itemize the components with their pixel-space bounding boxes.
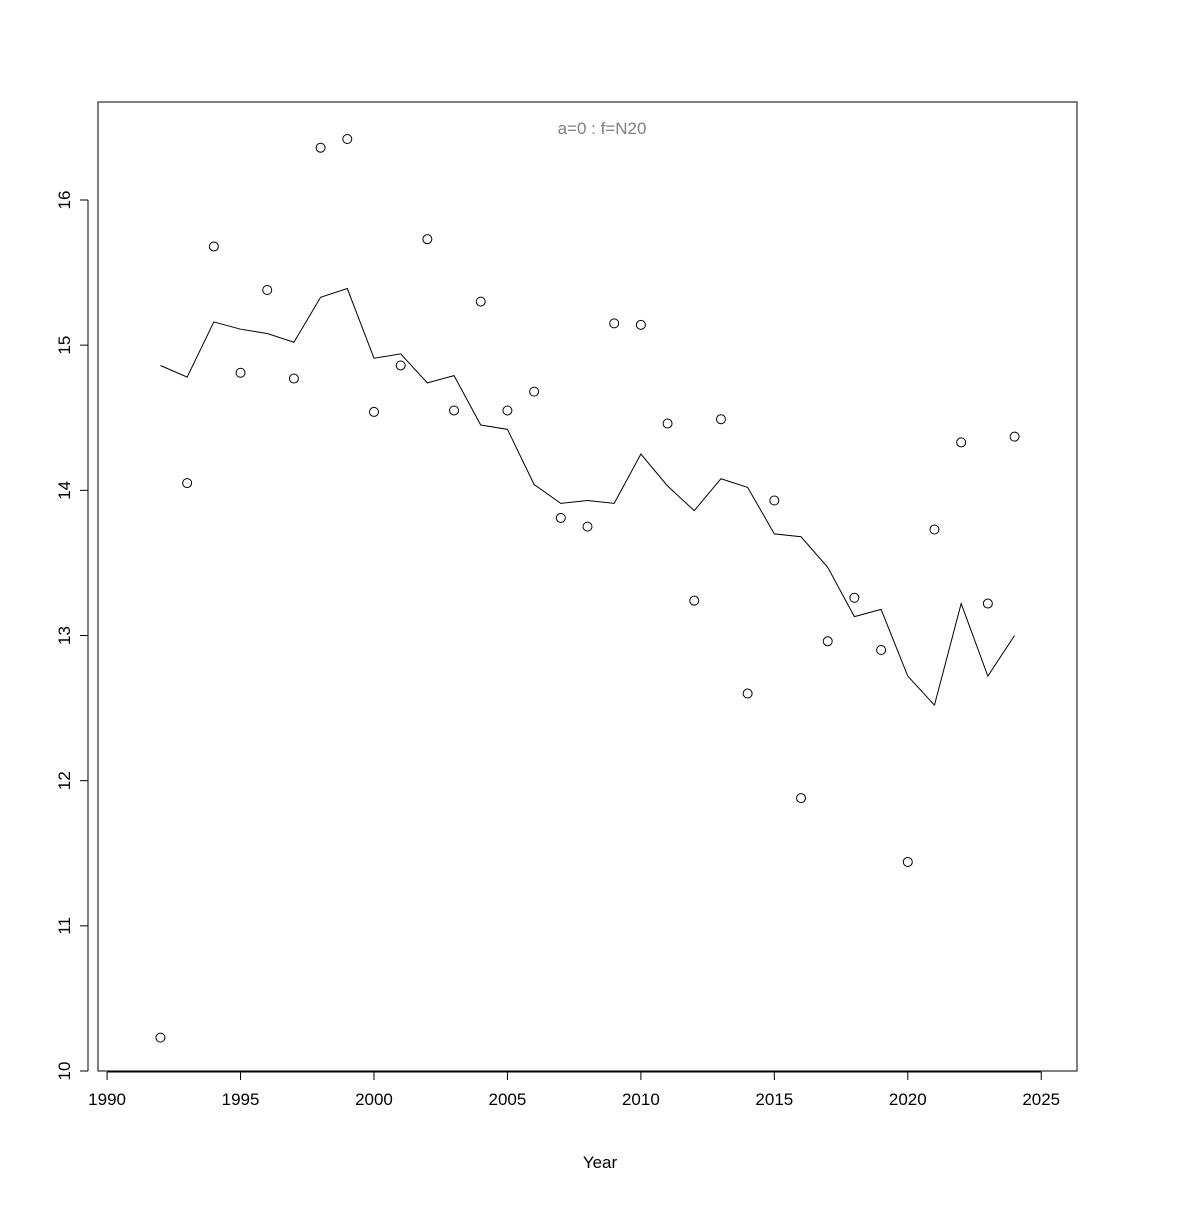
x-tick-label: 2025	[1022, 1090, 1060, 1109]
data-point	[956, 437, 967, 448]
data-point	[475, 296, 486, 307]
data-point	[876, 645, 887, 656]
data-point	[368, 406, 379, 417]
x-tick-label: 2000	[355, 1090, 393, 1109]
data-point	[555, 512, 566, 523]
data-point	[182, 478, 193, 489]
data-point	[662, 418, 673, 429]
chart-title: a=0 : f=N20	[558, 119, 647, 138]
x-tick-label: 1990	[88, 1090, 126, 1109]
data-point	[689, 595, 700, 606]
data-point	[449, 405, 460, 416]
data-point	[849, 592, 860, 603]
x-tick-label: 2005	[489, 1090, 527, 1109]
x-tick-label: 2015	[755, 1090, 793, 1109]
x-tick-label: 1995	[222, 1090, 260, 1109]
data-point	[769, 495, 780, 506]
data-point	[742, 688, 753, 699]
y-tick-label: 10	[55, 1062, 74, 1081]
data-point	[288, 373, 299, 384]
data-point	[342, 134, 353, 145]
data-point	[635, 319, 646, 330]
data-point	[502, 405, 513, 416]
data-point	[422, 234, 433, 245]
data-point	[929, 524, 940, 535]
x-tick-label: 2020	[889, 1090, 927, 1109]
data-point	[982, 598, 993, 609]
plot-frame	[97, 101, 1078, 1072]
data-point	[155, 1032, 166, 1043]
y-tick-label: 14	[55, 481, 74, 500]
data-point	[315, 142, 326, 153]
data-point	[822, 636, 833, 647]
data-point	[262, 284, 273, 295]
x-axis-label: Year	[583, 1153, 618, 1172]
data-point	[796, 793, 807, 804]
data-point	[395, 360, 406, 371]
y-tick-label: 13	[55, 626, 74, 645]
y-tick-label: 16	[55, 191, 74, 210]
data-point	[529, 386, 540, 397]
x-tick-label: 2010	[622, 1090, 660, 1109]
data-point	[715, 414, 726, 425]
data-line	[160, 287, 1015, 707]
data-point	[1009, 431, 1020, 442]
data-point	[208, 241, 219, 252]
y-tick-label: 15	[55, 336, 74, 355]
data-point	[582, 521, 593, 532]
y-tick-label: 11	[55, 917, 74, 935]
data-point	[235, 367, 246, 378]
data-point	[902, 856, 913, 867]
y-tick-label: 12	[55, 771, 74, 790]
data-point	[609, 318, 620, 329]
